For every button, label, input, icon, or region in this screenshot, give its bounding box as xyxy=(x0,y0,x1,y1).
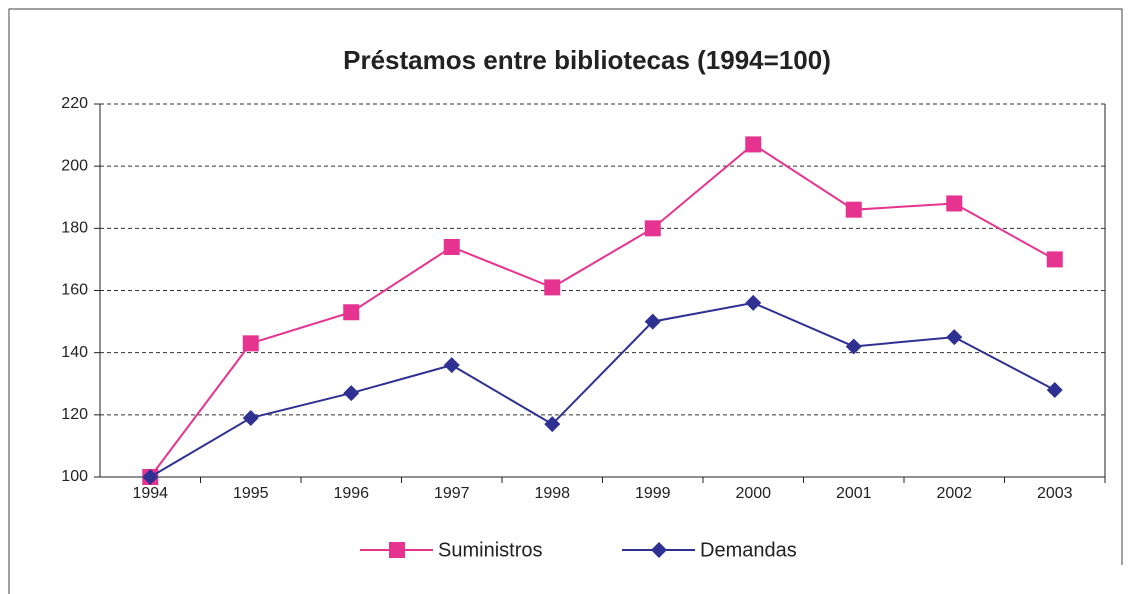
x-tick-label: 1998 xyxy=(534,485,570,502)
marker xyxy=(1046,251,1063,268)
marker xyxy=(242,409,259,426)
y-tick-label: 160 xyxy=(61,282,88,299)
marker xyxy=(745,136,762,153)
marker xyxy=(644,313,661,330)
y-tick-label: 200 xyxy=(61,157,88,174)
marker xyxy=(343,304,360,321)
marker xyxy=(1046,381,1063,398)
marker xyxy=(443,357,460,374)
marker xyxy=(845,338,862,355)
x-tick-label: 1994 xyxy=(132,485,168,502)
marker xyxy=(142,469,159,485)
x-tick-label: 2002 xyxy=(936,485,972,502)
series-line xyxy=(149,143,1056,478)
x-tick-label: 1999 xyxy=(635,485,671,502)
chart-title: Préstamos entre bibliotecas (1994=100) xyxy=(343,45,831,75)
marker xyxy=(242,335,259,352)
y-tick-label: 100 xyxy=(61,468,88,485)
marker xyxy=(443,238,460,255)
x-tick-label: 1995 xyxy=(233,485,269,502)
marker xyxy=(389,542,405,558)
legend-label: Demandas xyxy=(700,539,797,561)
marker xyxy=(946,329,963,346)
x-tick-label: 1996 xyxy=(333,485,369,502)
legend-label: Suministros xyxy=(438,539,542,561)
series-line xyxy=(149,301,1056,478)
x-tick-label: 1997 xyxy=(434,485,470,502)
y-tick-label: 120 xyxy=(61,406,88,423)
y-tick-label: 180 xyxy=(61,220,88,237)
x-tick-label: 2000 xyxy=(735,485,771,502)
chart-frame xyxy=(8,8,1123,594)
marker xyxy=(343,385,360,402)
marker xyxy=(651,542,667,558)
marker xyxy=(845,201,862,218)
marker xyxy=(544,416,561,433)
marker xyxy=(644,220,661,237)
marker xyxy=(544,279,561,296)
y-tick-label: 220 xyxy=(61,95,88,112)
marker xyxy=(946,195,963,212)
marker xyxy=(745,294,762,311)
x-tick-label: 2003 xyxy=(1037,485,1073,502)
x-tick-label: 2001 xyxy=(836,485,872,502)
y-tick-label: 140 xyxy=(61,344,88,361)
